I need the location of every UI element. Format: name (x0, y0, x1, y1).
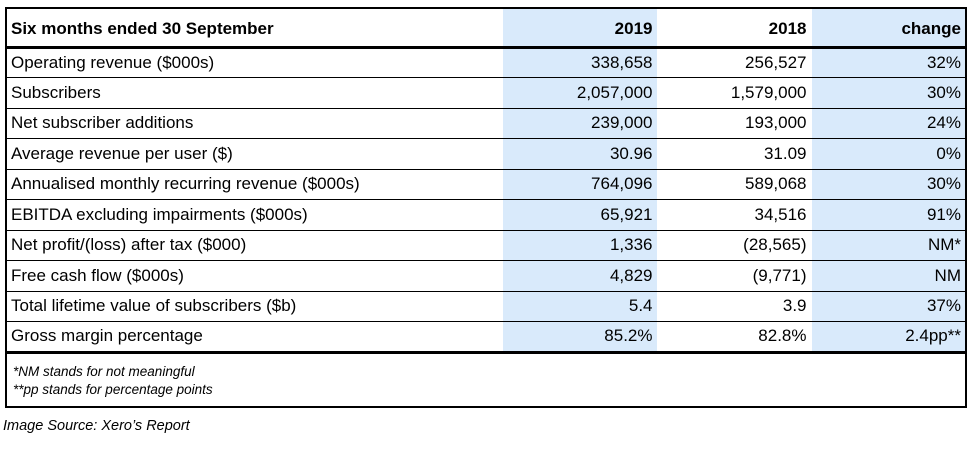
value-2019: 30.96 (503, 138, 657, 170)
value-2018: 3.9 (656, 291, 811, 322)
column-header-change: change (810, 9, 965, 49)
financial-table: Six months ended 30 September 2019 2018 … (7, 9, 965, 354)
footnotes: *NM stands for not meaningful **pp stand… (13, 363, 213, 399)
value-2018: 1,579,000 (656, 77, 811, 109)
value-2019: 85.2% (503, 321, 657, 354)
value-2018: 256,527 (656, 47, 811, 78)
value-2019: 338,658 (503, 47, 657, 78)
value-2019: 239,000 (503, 108, 657, 139)
column-header-2018: 2018 (656, 9, 811, 49)
value-2019: 65,921 (503, 199, 657, 231)
column-header-2019: 2019 (503, 9, 657, 49)
table-row: EBITDA excluding impairments ($000s) 65,9… (7, 199, 965, 231)
row-label: Annualised monthly recurring revenue ($0… (7, 169, 503, 200)
table-row: Net subscriber additions 239,000 193,000 24… (7, 108, 965, 139)
value-change: 91% (810, 199, 965, 231)
value-2019: 5.4 (503, 291, 657, 322)
value-2018: 589,068 (656, 169, 811, 200)
table-row: Free cash flow ($000s) 4,829 (9,771) NM (7, 260, 965, 292)
value-2018: (9,771) (656, 260, 811, 292)
value-2019: 1,336 (503, 230, 657, 261)
row-label: Operating revenue ($000s) (7, 47, 503, 78)
value-change: 37% (810, 291, 965, 322)
value-2018: 193,000 (656, 108, 811, 139)
value-change: 0% (810, 138, 965, 170)
footnote-pp: **pp stands for percentage points (13, 382, 213, 397)
value-change: NM (810, 260, 965, 292)
value-2019: 764,096 (503, 169, 657, 200)
value-change: 24% (810, 108, 965, 139)
value-2018: 82.8% (656, 321, 811, 354)
table-row: Net profit/(loss) after tax ($000) 1,336(… (7, 230, 965, 261)
table-row: Total lifetime value of subscribers ($b)… (7, 291, 965, 322)
value-2018: (28,565) (656, 230, 811, 261)
row-label: Net subscriber additions (7, 108, 503, 139)
value-2019: 2,057,000 (503, 77, 657, 109)
value-change: 30% (810, 77, 965, 109)
value-change: 2.4pp** (810, 321, 965, 354)
table-row: Gross margin percentage 85.2% 82.8% 2.4pp** (7, 321, 965, 354)
image-source-caption: Image Source: Xero’s Report (3, 418, 190, 434)
row-label: EBITDA excluding impairments ($000s) (7, 199, 503, 231)
row-label: Average revenue per user ($) (7, 138, 503, 170)
table-row: Operating revenue ($000s) 338,658 256,527 3… (7, 47, 965, 78)
table-row: Average revenue per user ($) 30.96 31.09 0% (7, 138, 965, 170)
value-change: 30% (810, 169, 965, 200)
value-2018: 31.09 (656, 138, 811, 170)
row-label: Gross margin percentage (7, 321, 503, 354)
footnote-nm: *NM stands for not meaningful (13, 364, 195, 379)
row-label: Free cash flow ($000s) (7, 260, 503, 292)
row-label: Subscribers (7, 77, 503, 109)
table-row: Subscribers 2,057,000 1,579,000 30% (7, 77, 965, 109)
value-2018: 34,516 (656, 199, 811, 231)
financial-table-frame: Six months ended 30 September 2019 2018 … (5, 7, 967, 408)
column-header-period: Six months ended 30 September (7, 9, 503, 49)
value-change: NM* (810, 230, 965, 261)
table-row: Annualised monthly recurring revenue ($0… (7, 169, 965, 200)
value-2019: 4,829 (503, 260, 657, 292)
header-row: Six months ended 30 September 2019 2018 … (7, 9, 965, 49)
row-label: Net profit/(loss) after tax ($000) (7, 230, 503, 261)
row-label: Total lifetime value of subscribers ($b) (7, 291, 503, 322)
value-change: 32% (810, 47, 965, 78)
